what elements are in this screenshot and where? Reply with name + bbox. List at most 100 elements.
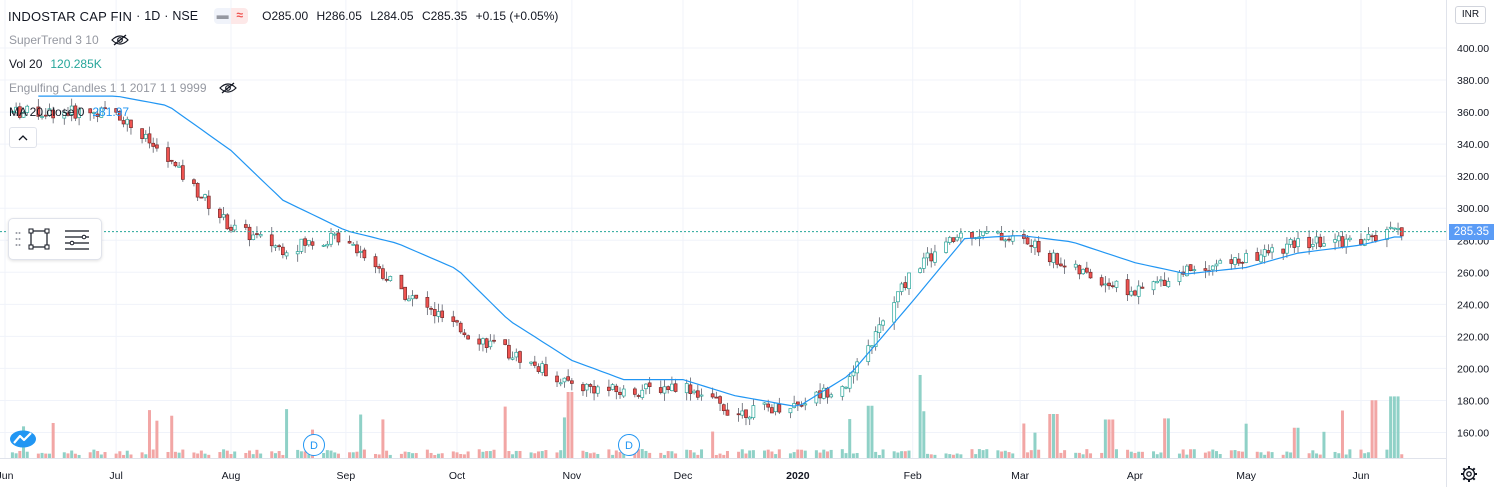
candle-body bbox=[851, 371, 856, 377]
candle-body bbox=[1059, 263, 1063, 267]
volume-bar bbox=[1089, 453, 1093, 458]
volume-bar bbox=[259, 453, 263, 458]
volume-bar bbox=[199, 450, 203, 458]
volume-bar bbox=[1233, 450, 1237, 458]
candle-body bbox=[229, 226, 233, 231]
volume-bar bbox=[181, 449, 185, 458]
candle-body bbox=[814, 391, 819, 404]
candle-body bbox=[325, 243, 330, 247]
candle-body bbox=[607, 386, 611, 391]
candle-body bbox=[555, 375, 559, 383]
candle-body bbox=[1062, 265, 1067, 268]
candle-body bbox=[1388, 226, 1393, 229]
candle-body bbox=[881, 320, 885, 326]
text-tool-button[interactable] bbox=[61, 223, 93, 255]
candle-body bbox=[1177, 272, 1182, 282]
volume-bar bbox=[1129, 451, 1133, 458]
volume-bar bbox=[44, 453, 48, 458]
series-toggle[interactable]: ▬ ≈ bbox=[214, 8, 249, 24]
time-tick-label: Dec bbox=[674, 470, 693, 482]
volume-bar bbox=[273, 453, 277, 458]
volume-bar bbox=[792, 452, 796, 458]
candle-body bbox=[1385, 229, 1389, 240]
candle-body bbox=[540, 363, 545, 373]
candle-body bbox=[944, 241, 948, 253]
candle-body bbox=[251, 234, 256, 240]
indicator-ma[interactable]: MA 20 close 0 281.97 bbox=[9, 105, 129, 119]
volume-bar bbox=[73, 453, 77, 458]
candle-body bbox=[66, 112, 70, 116]
volume-bar bbox=[977, 449, 981, 458]
volume-bar bbox=[351, 452, 355, 458]
volume-bar bbox=[411, 453, 415, 458]
symbol-name[interactable]: INDOSTAR CAP FIN bbox=[8, 8, 133, 24]
candle-body bbox=[73, 105, 78, 119]
dividend-marker[interactable]: D bbox=[618, 434, 640, 456]
volume-bar bbox=[559, 450, 563, 458]
candle-body bbox=[51, 109, 56, 119]
volume-bar bbox=[229, 454, 233, 458]
volume-bar bbox=[896, 452, 900, 458]
candle-body bbox=[595, 386, 600, 394]
drag-handle-icon[interactable] bbox=[13, 227, 23, 251]
wave-icon[interactable]: ≈ bbox=[231, 8, 249, 24]
volume-bar bbox=[1063, 450, 1067, 458]
exchange-label: NSE bbox=[172, 9, 199, 23]
candle-body bbox=[425, 297, 430, 308]
eye-crossed-icon[interactable] bbox=[218, 82, 237, 94]
volume-bar bbox=[322, 453, 326, 458]
volume-bar bbox=[114, 453, 118, 458]
symbol-header: INDOSTAR CAP FIN · 1D · NSE ▬ ≈ O285.00 … bbox=[8, 8, 563, 24]
volume-bar bbox=[362, 449, 366, 458]
volume-bar bbox=[1289, 452, 1293, 458]
interval-label[interactable]: 1D bbox=[144, 9, 161, 23]
candle-body bbox=[751, 405, 756, 419]
indicator-label: MA 20 close 0 bbox=[9, 105, 85, 119]
volume-bar bbox=[436, 453, 440, 458]
volume-bar bbox=[955, 453, 959, 458]
candle-body bbox=[907, 272, 911, 290]
volume-bar bbox=[1085, 449, 1089, 458]
volume-bar bbox=[751, 450, 755, 458]
candle-body bbox=[1233, 257, 1237, 265]
candle-body bbox=[362, 249, 367, 259]
candle-body bbox=[1344, 238, 1349, 248]
indicator-label: Vol 20 bbox=[9, 57, 43, 71]
time-axis[interactable]: Jun Jul Aug Sep Oct Nov Dec 2020 Feb Mar Apr May Jun bbox=[0, 470, 1370, 482]
dividend-marker[interactable]: D bbox=[303, 434, 325, 456]
candle-body bbox=[955, 236, 960, 241]
candle-body bbox=[488, 340, 493, 348]
indicator-volume[interactable]: Vol 20 120.285K bbox=[9, 57, 102, 71]
candle-body bbox=[1114, 280, 1119, 288]
currency-button[interactable]: INR bbox=[1455, 6, 1486, 24]
gear-icon[interactable] bbox=[1460, 465, 1478, 483]
candle-body bbox=[1214, 263, 1219, 267]
volume-bar bbox=[637, 449, 641, 458]
volume-bar bbox=[903, 451, 907, 458]
volume-bar bbox=[14, 453, 18, 458]
volume-bar bbox=[648, 452, 652, 458]
volume-bar bbox=[403, 451, 407, 458]
candle-body bbox=[877, 324, 882, 333]
candle-body bbox=[88, 108, 93, 114]
candle-body bbox=[918, 268, 922, 273]
candle-body bbox=[736, 413, 741, 416]
tradingview-logo-icon[interactable] bbox=[9, 428, 37, 448]
price-tick-label: 300.00 bbox=[1457, 203, 1489, 215]
price-axis[interactable]: 400.00380.00360.00340.00320.00300.00280.… bbox=[1457, 43, 1489, 440]
candle-body bbox=[1003, 239, 1008, 242]
minus-icon[interactable]: ▬ bbox=[214, 8, 232, 24]
rectangle-tool-button[interactable] bbox=[23, 223, 55, 255]
eye-crossed-icon[interactable] bbox=[110, 34, 129, 46]
indicator-engulfing[interactable]: Engulfing Candles 1 1 2017 1 1 9999 bbox=[9, 81, 237, 95]
volume-bar bbox=[192, 452, 196, 458]
indicator-supertrend[interactable]: SuperTrend 3 10 bbox=[9, 33, 129, 47]
candle-body bbox=[981, 231, 985, 236]
volume-bar bbox=[825, 451, 829, 458]
candle-body bbox=[614, 385, 619, 393]
collapse-legend-button[interactable] bbox=[9, 127, 37, 148]
drawing-toolbar[interactable] bbox=[8, 218, 102, 260]
volume-bar bbox=[1011, 453, 1015, 458]
lines-icon bbox=[65, 230, 89, 250]
